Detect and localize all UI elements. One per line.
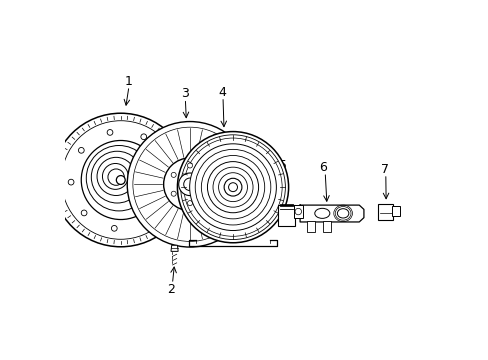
Circle shape [183, 178, 196, 190]
Ellipse shape [337, 209, 348, 218]
Circle shape [91, 151, 143, 203]
Circle shape [171, 191, 176, 196]
Circle shape [86, 145, 151, 211]
Circle shape [189, 144, 276, 230]
Circle shape [228, 183, 237, 192]
Circle shape [61, 121, 180, 239]
Circle shape [203, 191, 208, 196]
Circle shape [213, 167, 252, 207]
FancyBboxPatch shape [277, 205, 294, 226]
Circle shape [165, 192, 171, 198]
Circle shape [102, 163, 128, 189]
Circle shape [187, 163, 192, 168]
Circle shape [294, 208, 301, 215]
FancyBboxPatch shape [306, 221, 314, 232]
Circle shape [107, 130, 113, 135]
Circle shape [141, 134, 146, 140]
Circle shape [218, 173, 247, 202]
Circle shape [177, 132, 288, 243]
Circle shape [195, 149, 270, 225]
Circle shape [111, 225, 117, 231]
Circle shape [183, 138, 282, 236]
Circle shape [178, 173, 201, 195]
Circle shape [171, 172, 176, 177]
Text: 4: 4 [218, 86, 226, 99]
Circle shape [133, 127, 246, 242]
Polygon shape [171, 245, 178, 251]
Circle shape [224, 178, 242, 196]
FancyBboxPatch shape [391, 206, 399, 216]
Circle shape [201, 156, 264, 219]
FancyBboxPatch shape [322, 221, 330, 232]
Circle shape [187, 201, 192, 206]
FancyBboxPatch shape [293, 206, 303, 218]
Circle shape [108, 169, 124, 185]
Circle shape [180, 135, 285, 239]
Circle shape [81, 140, 160, 220]
Circle shape [207, 162, 258, 213]
Text: 1: 1 [125, 75, 133, 88]
Text: 6: 6 [319, 161, 326, 174]
Circle shape [68, 179, 74, 185]
Circle shape [78, 148, 84, 153]
Text: 5: 5 [279, 159, 286, 172]
Ellipse shape [53, 113, 188, 247]
Circle shape [116, 176, 125, 184]
Text: 3: 3 [180, 87, 188, 100]
Circle shape [81, 210, 87, 216]
FancyBboxPatch shape [378, 204, 392, 220]
Circle shape [203, 172, 208, 177]
Text: 7: 7 [381, 163, 388, 176]
Text: 2: 2 [167, 283, 175, 296]
Circle shape [163, 158, 216, 211]
Ellipse shape [314, 208, 329, 219]
Circle shape [163, 158, 169, 164]
Circle shape [144, 218, 150, 224]
Circle shape [127, 122, 252, 247]
Circle shape [97, 157, 135, 195]
